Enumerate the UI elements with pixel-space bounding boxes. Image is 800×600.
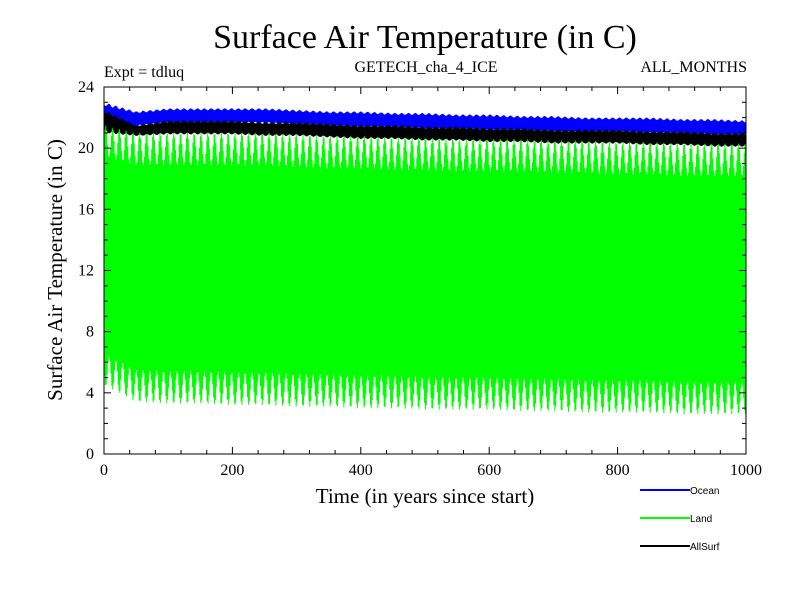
legend-item-land: Land — [640, 514, 712, 525]
x-tick-label: 1000 — [730, 462, 762, 479]
legend-label: AllSurf — [690, 542, 720, 553]
chart-title: Surface Air Temperature (in C) — [213, 19, 637, 56]
legend-label: Ocean — [690, 486, 719, 497]
y-tick-label: 16 — [78, 201, 94, 218]
series-line-ocean — [103, 103, 747, 136]
legend-item-ocean: Ocean — [640, 486, 719, 497]
legend: Ocean Land AllSurf — [640, 486, 720, 553]
header-months: ALL_MONTHS — [640, 59, 747, 76]
header-experiment: GETECH_cha_4_ICE — [354, 59, 497, 76]
legend-item-allsurf: AllSurf — [640, 542, 720, 553]
series-layer — [103, 103, 747, 415]
x-axis-label: Time (in years since start) — [316, 484, 535, 508]
x-tick-label: 400 — [349, 462, 373, 479]
legend-label: Land — [690, 514, 712, 525]
y-tick-label: 12 — [78, 263, 94, 280]
series-ocean — [103, 103, 747, 136]
series-land — [103, 125, 747, 415]
y-tick-label: 8 — [86, 324, 94, 341]
x-tick-label: 800 — [606, 462, 630, 479]
y-tick-label: 4 — [86, 385, 94, 402]
header-expt: Expt = tdluq — [104, 64, 184, 81]
series-line-allsurf — [103, 111, 747, 147]
y-tick-label: 0 — [86, 446, 94, 463]
series-line-land — [103, 125, 747, 415]
y-axis-label: Surface Air Temperature (in C) — [43, 139, 67, 401]
x-tick-label: 200 — [220, 462, 244, 479]
axes-layer: 0 200 400 600 800 1000 0 4 8 12 16 20 24 — [78, 79, 762, 479]
series-allsurf — [103, 111, 747, 147]
x-tick-label: 600 — [477, 462, 501, 479]
x-tick-label: 0 — [100, 462, 108, 479]
y-tick-label: 20 — [78, 140, 94, 157]
y-tick-label: 24 — [78, 79, 94, 96]
